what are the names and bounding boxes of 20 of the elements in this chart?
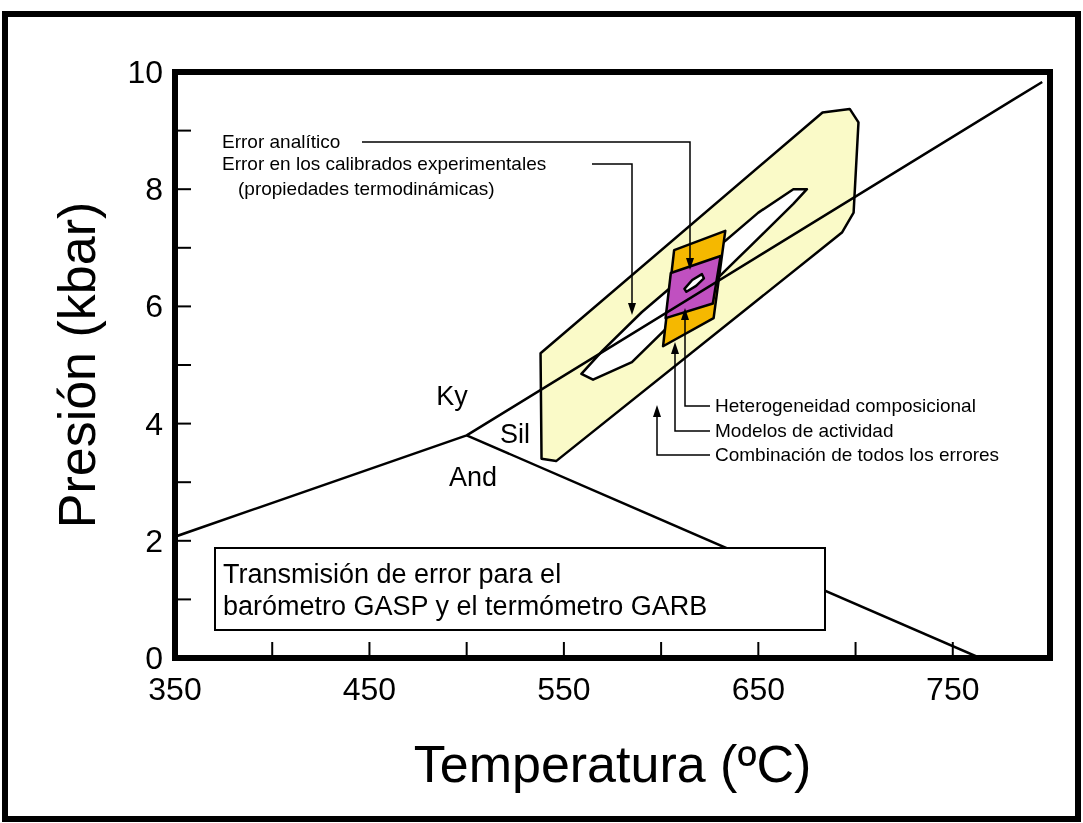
y-tick-label: 8	[145, 171, 163, 208]
x-tick-label: 450	[342, 671, 397, 707]
x-tick-label: 550	[537, 671, 591, 707]
annotation: Error analítico	[222, 131, 341, 152]
annotation: Combinación de todos los errores	[715, 444, 1000, 465]
annotation: Transmisión de error para el barómetro GASP y el termómetro GARB	[223, 559, 708, 621]
annotation: Ky	[436, 381, 469, 411]
x-tick-label: 750	[926, 671, 980, 707]
annotation: Sil	[499, 419, 531, 449]
y-tick-label: 4	[145, 405, 163, 442]
y-tick-label: 10	[127, 54, 163, 90]
x-tick-label: 650	[731, 671, 786, 707]
x-axis-title: Temperatura (ºC)	[413, 735, 812, 793]
y-axis-title: Presión (kbar)	[48, 201, 106, 529]
annotation: Heterogeneidad composicional	[715, 395, 976, 416]
y-tick-label: 6	[145, 288, 163, 325]
y-tick-label: 2	[145, 522, 163, 559]
annotation: Modelos de actividad	[715, 420, 894, 441]
annotation: Error en los calibrados experimentales (propiedades termodinámicas)	[222, 153, 547, 199]
annotation: And	[448, 462, 498, 492]
